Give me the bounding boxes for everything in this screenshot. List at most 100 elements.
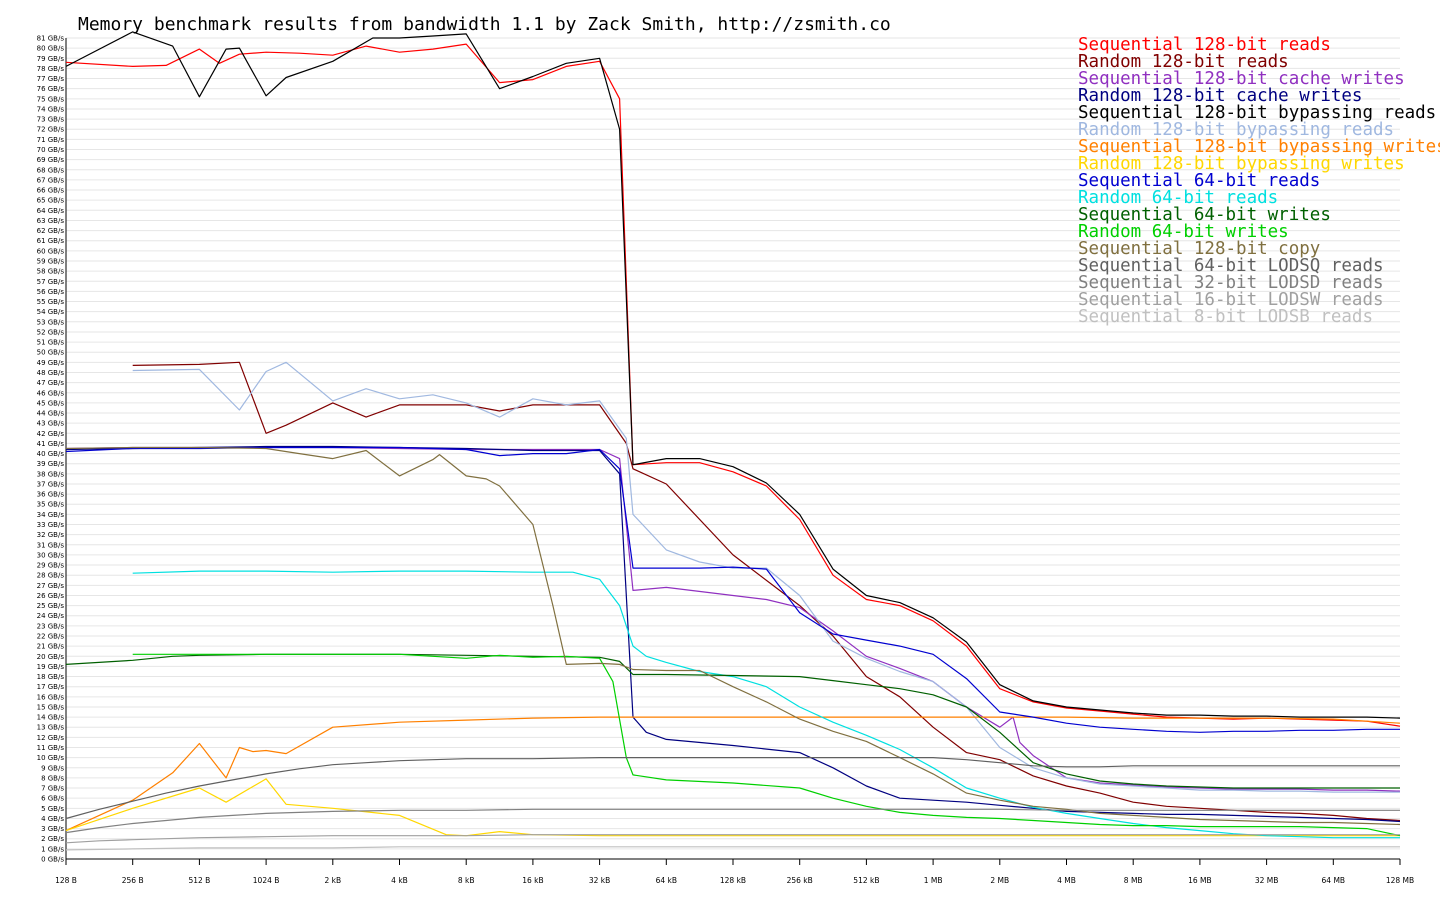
- y-tick-label: 41 GB/s: [37, 440, 65, 448]
- x-tick-label: 256 kB: [787, 876, 813, 885]
- x-tick-label: 8 kB: [458, 876, 475, 885]
- x-tick-label: 32 kB: [589, 876, 610, 885]
- x-tick-label: 2 kB: [324, 876, 341, 885]
- legend-item: Sequential 128-bit bypassing writes: [1078, 137, 1440, 157]
- y-tick-label: 68 GB/s: [37, 166, 65, 174]
- y-tick-label: 67 GB/s: [37, 176, 65, 184]
- series-line: [65, 778, 1400, 837]
- series-line: [65, 716, 1401, 832]
- series-line: [65, 846, 1400, 851]
- series-line: [132, 361, 1401, 822]
- y-tick-label: 1 GB/s: [41, 845, 64, 853]
- x-tick-label: 8 MB: [1124, 876, 1143, 885]
- y-tick-label: 49 GB/s: [37, 359, 65, 367]
- x-tick-label: 4 MB: [1057, 876, 1076, 885]
- y-tick-label: 30 GB/s: [37, 551, 65, 559]
- x-tick-label: 1024 B: [253, 876, 280, 885]
- y-tick-label: 51 GB/s: [37, 339, 65, 347]
- y-tick-label: 22 GB/s: [37, 633, 65, 641]
- series-line: [132, 570, 1400, 839]
- y-tick-label: 19 GB/s: [37, 663, 65, 671]
- legend-item: Sequential 64-bit LODSQ reads: [1078, 256, 1384, 276]
- y-tick-label: 27 GB/s: [37, 582, 65, 590]
- legend-item: Random 128-bit bypassing writes: [1078, 154, 1405, 174]
- y-tick-label: 60 GB/s: [37, 247, 65, 255]
- series-line: [132, 361, 1400, 793]
- y-tick-label: 15 GB/s: [37, 703, 65, 711]
- x-tick-label: 512 B: [188, 876, 210, 885]
- y-tick-label: 23 GB/s: [37, 622, 65, 630]
- y-tick-label: 74 GB/s: [37, 105, 65, 113]
- y-tick-label: 62 GB/s: [37, 227, 65, 235]
- legend-item: Sequential 128-bit copy: [1078, 239, 1321, 259]
- y-tick-label: 48 GB/s: [37, 369, 65, 377]
- y-tick-label: 57 GB/s: [37, 278, 65, 286]
- y-tick-label: 18 GB/s: [37, 673, 65, 681]
- y-tick-label: 58 GB/s: [37, 268, 65, 276]
- x-tick-label: 32 MB: [1255, 876, 1279, 885]
- y-tick-label: 79 GB/s: [37, 55, 65, 63]
- y-tick-label: 59 GB/s: [37, 257, 65, 265]
- y-tick-label: 66 GB/s: [37, 187, 65, 195]
- y-tick-label: 7 GB/s: [41, 785, 64, 793]
- y-tick-label: 81 GB/s: [37, 35, 65, 43]
- y-tick-label: 20 GB/s: [37, 653, 65, 661]
- y-tick-label: 47 GB/s: [37, 379, 65, 387]
- series-line: [65, 31, 1401, 719]
- legend-item: Sequential 128-bit cache writes: [1078, 69, 1405, 89]
- y-tick-label: 16 GB/s: [37, 693, 65, 701]
- y-tick-label: 39 GB/s: [37, 460, 65, 468]
- legend-item: Random 128-bit bypassing reads: [1078, 120, 1395, 140]
- series-line: [132, 653, 1401, 837]
- series-line: [65, 43, 1401, 727]
- y-tick-label: 69 GB/s: [37, 156, 65, 164]
- y-tick-label: 61 GB/s: [37, 237, 65, 245]
- x-tick-label: 64 kB: [656, 876, 677, 885]
- legend-item: Random 64-bit reads: [1078, 188, 1279, 208]
- y-tick-label: 2 GB/s: [41, 835, 64, 843]
- y-tick-label: 26 GB/s: [37, 592, 65, 600]
- y-tick-label: 54 GB/s: [37, 308, 65, 316]
- y-tick-label: 8 GB/s: [41, 774, 64, 782]
- y-tick-label: 77 GB/s: [37, 75, 65, 83]
- legend-item: Sequential 64-bit reads: [1078, 171, 1321, 191]
- y-tick-label: 14 GB/s: [37, 714, 65, 722]
- y-tick-label: 65 GB/s: [37, 197, 65, 205]
- y-tick-label: 70 GB/s: [37, 146, 65, 154]
- x-tick-label: 256 B: [122, 876, 144, 885]
- y-tick-label: 9 GB/s: [41, 764, 64, 772]
- y-tick-label: 75 GB/s: [37, 95, 65, 103]
- y-tick-label: 12 GB/s: [37, 734, 65, 742]
- x-tick-label: 128 kB: [720, 876, 746, 885]
- y-tick-label: 32 GB/s: [37, 531, 65, 539]
- y-tick-label: 34 GB/s: [37, 511, 65, 519]
- y-tick-label: 53 GB/s: [37, 318, 65, 326]
- y-tick-label: 44 GB/s: [37, 410, 65, 418]
- series-line: [65, 446, 1401, 792]
- y-tick-label: 63 GB/s: [37, 217, 65, 225]
- y-tick-label: 28 GB/s: [37, 572, 65, 580]
- series-line: [65, 834, 1400, 844]
- x-tick-label: 128 B: [55, 876, 77, 885]
- y-tick-label: 71 GB/s: [37, 136, 65, 144]
- y-tick-label: 76 GB/s: [37, 85, 65, 93]
- series-line: [65, 756, 1400, 820]
- y-tick-label: 17 GB/s: [37, 683, 65, 691]
- y-tick-label: 40 GB/s: [37, 450, 65, 458]
- chart-title: Memory benchmark results from bandwidth …: [78, 14, 891, 35]
- y-tick-label: 50 GB/s: [37, 349, 65, 357]
- legend-item: Sequential 8-bit LODSB reads: [1078, 307, 1374, 327]
- y-tick-label: 3 GB/s: [41, 825, 64, 833]
- y-tick-label: 43 GB/s: [37, 420, 65, 428]
- legend-item: Sequential 16-bit LODSW reads: [1078, 290, 1384, 310]
- legend-item: Sequential 128-bit bypassing reads: [1078, 103, 1437, 123]
- y-tick-label: 25 GB/s: [37, 602, 65, 610]
- y-tick-label: 37 GB/s: [37, 480, 65, 488]
- y-tick-label: 80 GB/s: [37, 45, 65, 53]
- y-tick-label: 42 GB/s: [37, 430, 65, 438]
- y-tick-label: 73 GB/s: [37, 116, 65, 124]
- y-tick-label: 5 GB/s: [41, 805, 64, 813]
- y-tick-label: 4 GB/s: [41, 815, 64, 823]
- y-tick-label: 11 GB/s: [37, 744, 65, 752]
